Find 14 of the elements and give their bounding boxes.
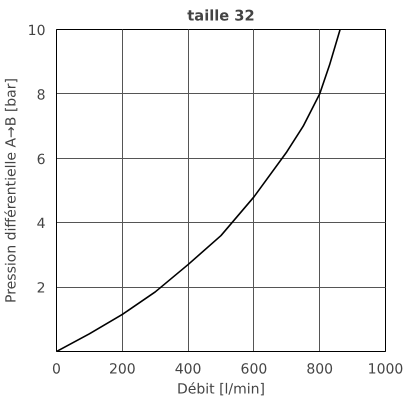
x-tick-label: 1000 <box>368 362 404 378</box>
y-tick-label: 4 <box>36 216 46 232</box>
x-tick-label: 0 <box>52 362 61 378</box>
y-tick-label: 8 <box>36 87 46 104</box>
x-axis-title: Débit [l/min] <box>176 382 266 398</box>
x-tick-label: 200 <box>108 362 136 378</box>
x-tick-label: 800 <box>306 362 334 378</box>
y-tick-label: 2 <box>36 280 46 297</box>
x-tick-label: 600 <box>240 362 268 378</box>
y-tick-label: 6 <box>36 152 46 168</box>
y-tick-label: 10 <box>28 23 46 39</box>
y-axis-title: Pression différentielle A→B [bar] <box>4 78 20 303</box>
chart-title: taille 32 <box>187 8 255 24</box>
x-tick-label: 400 <box>174 362 202 378</box>
